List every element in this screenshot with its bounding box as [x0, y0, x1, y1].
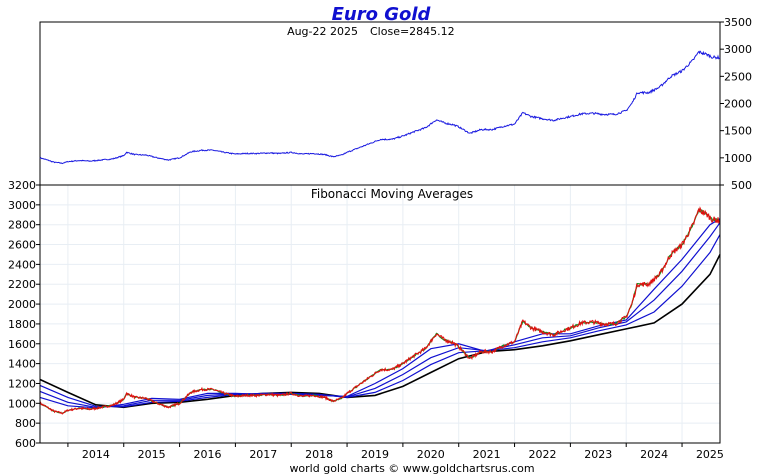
- price-y-tick-label: 3000: [724, 43, 752, 56]
- fib-x-tick-label: 2021: [473, 448, 501, 461]
- fib-x-tick-label: 2020: [417, 448, 445, 461]
- price-y-tick-label: 1000: [724, 152, 752, 165]
- fib-y-tick-label: 1800: [8, 318, 36, 331]
- fib-x-axis: 2014 2015 2016 2017 2018 2019 2020 2021 2022 2023…: [67, 443, 724, 461]
- chart-title: Euro Gold: [332, 4, 432, 25]
- fib-y-tick-label: 1200: [8, 377, 36, 390]
- fib-y-tick-label: 2800: [8, 219, 36, 232]
- price-line: [39, 50, 721, 165]
- fib-y-tick-label: 1000: [8, 397, 36, 410]
- chart-close: Close=2845.12: [370, 25, 455, 38]
- price-panel: 500 1000 1500 2000 2500 3000 3500: [39, 16, 752, 192]
- fib-x-tick-label: 2023: [584, 448, 612, 461]
- fib-y-axis: 600 800 1000 1200 1400 1600 1800 2000 2200 2400 26…: [8, 179, 40, 450]
- fib-ma-line: [39, 254, 721, 409]
- fib-y-tick-label: 2600: [8, 239, 36, 252]
- fib-x-tick-label: 2024: [640, 448, 668, 461]
- price-y-tick-label: 500: [731, 179, 752, 192]
- fib-series: [39, 206, 721, 415]
- price-y-tick-label: 1500: [724, 125, 752, 138]
- price-series: [39, 50, 721, 165]
- price-y-tick-label: 2000: [724, 98, 752, 111]
- fib-y-tick-label: 1600: [8, 338, 36, 351]
- fib-panel: Fibonacci Moving Averages 600 800 1000 1200…: [8, 179, 724, 461]
- fib-x-tick-label: 2015: [138, 448, 166, 461]
- fib-y-tick-label: 1400: [8, 358, 36, 371]
- fib-price-line: [39, 206, 721, 415]
- fib-y-tick-label: 3000: [8, 199, 36, 212]
- fib-y-tick-label: 800: [15, 417, 36, 430]
- fib-x-tick-label: 2018: [305, 448, 333, 461]
- fib-ma-short-line: [39, 207, 721, 414]
- fib-panel-frame: [39, 184, 721, 444]
- fib-x-tick-label: 2016: [193, 448, 221, 461]
- fib-x-tick-label: 2025: [696, 448, 724, 461]
- fib-y-tick-label: 2000: [8, 298, 36, 311]
- price-y-tick-label: 2500: [724, 70, 752, 83]
- fib-y-tick-label: 600: [15, 437, 36, 450]
- fib-ma-line: [39, 222, 721, 408]
- fib-panel-title: Fibonacci Moving Averages: [311, 187, 473, 201]
- fib-x-tick-label: 2014: [82, 448, 110, 461]
- price-panel-frame: [39, 21, 721, 186]
- chart-date: Aug-22 2025: [287, 25, 358, 38]
- price-y-axis: 500 1000 1500 2000 2500 3000 3500: [720, 16, 752, 192]
- fib-y-tick-label: 2400: [8, 258, 36, 271]
- fib-ma-line: [39, 218, 721, 409]
- fib-y-tick-label: 2200: [8, 278, 36, 291]
- fib-x-tick-label: 2017: [249, 448, 277, 461]
- fib-x-tick-label: 2022: [528, 448, 556, 461]
- fib-y-tick-label: 3200: [8, 179, 36, 192]
- fib-x-tick-label: 2019: [361, 448, 389, 461]
- footer-credit: world gold charts © www.goldchartsrus.co…: [289, 462, 534, 475]
- price-y-tick-label: 3500: [724, 16, 752, 29]
